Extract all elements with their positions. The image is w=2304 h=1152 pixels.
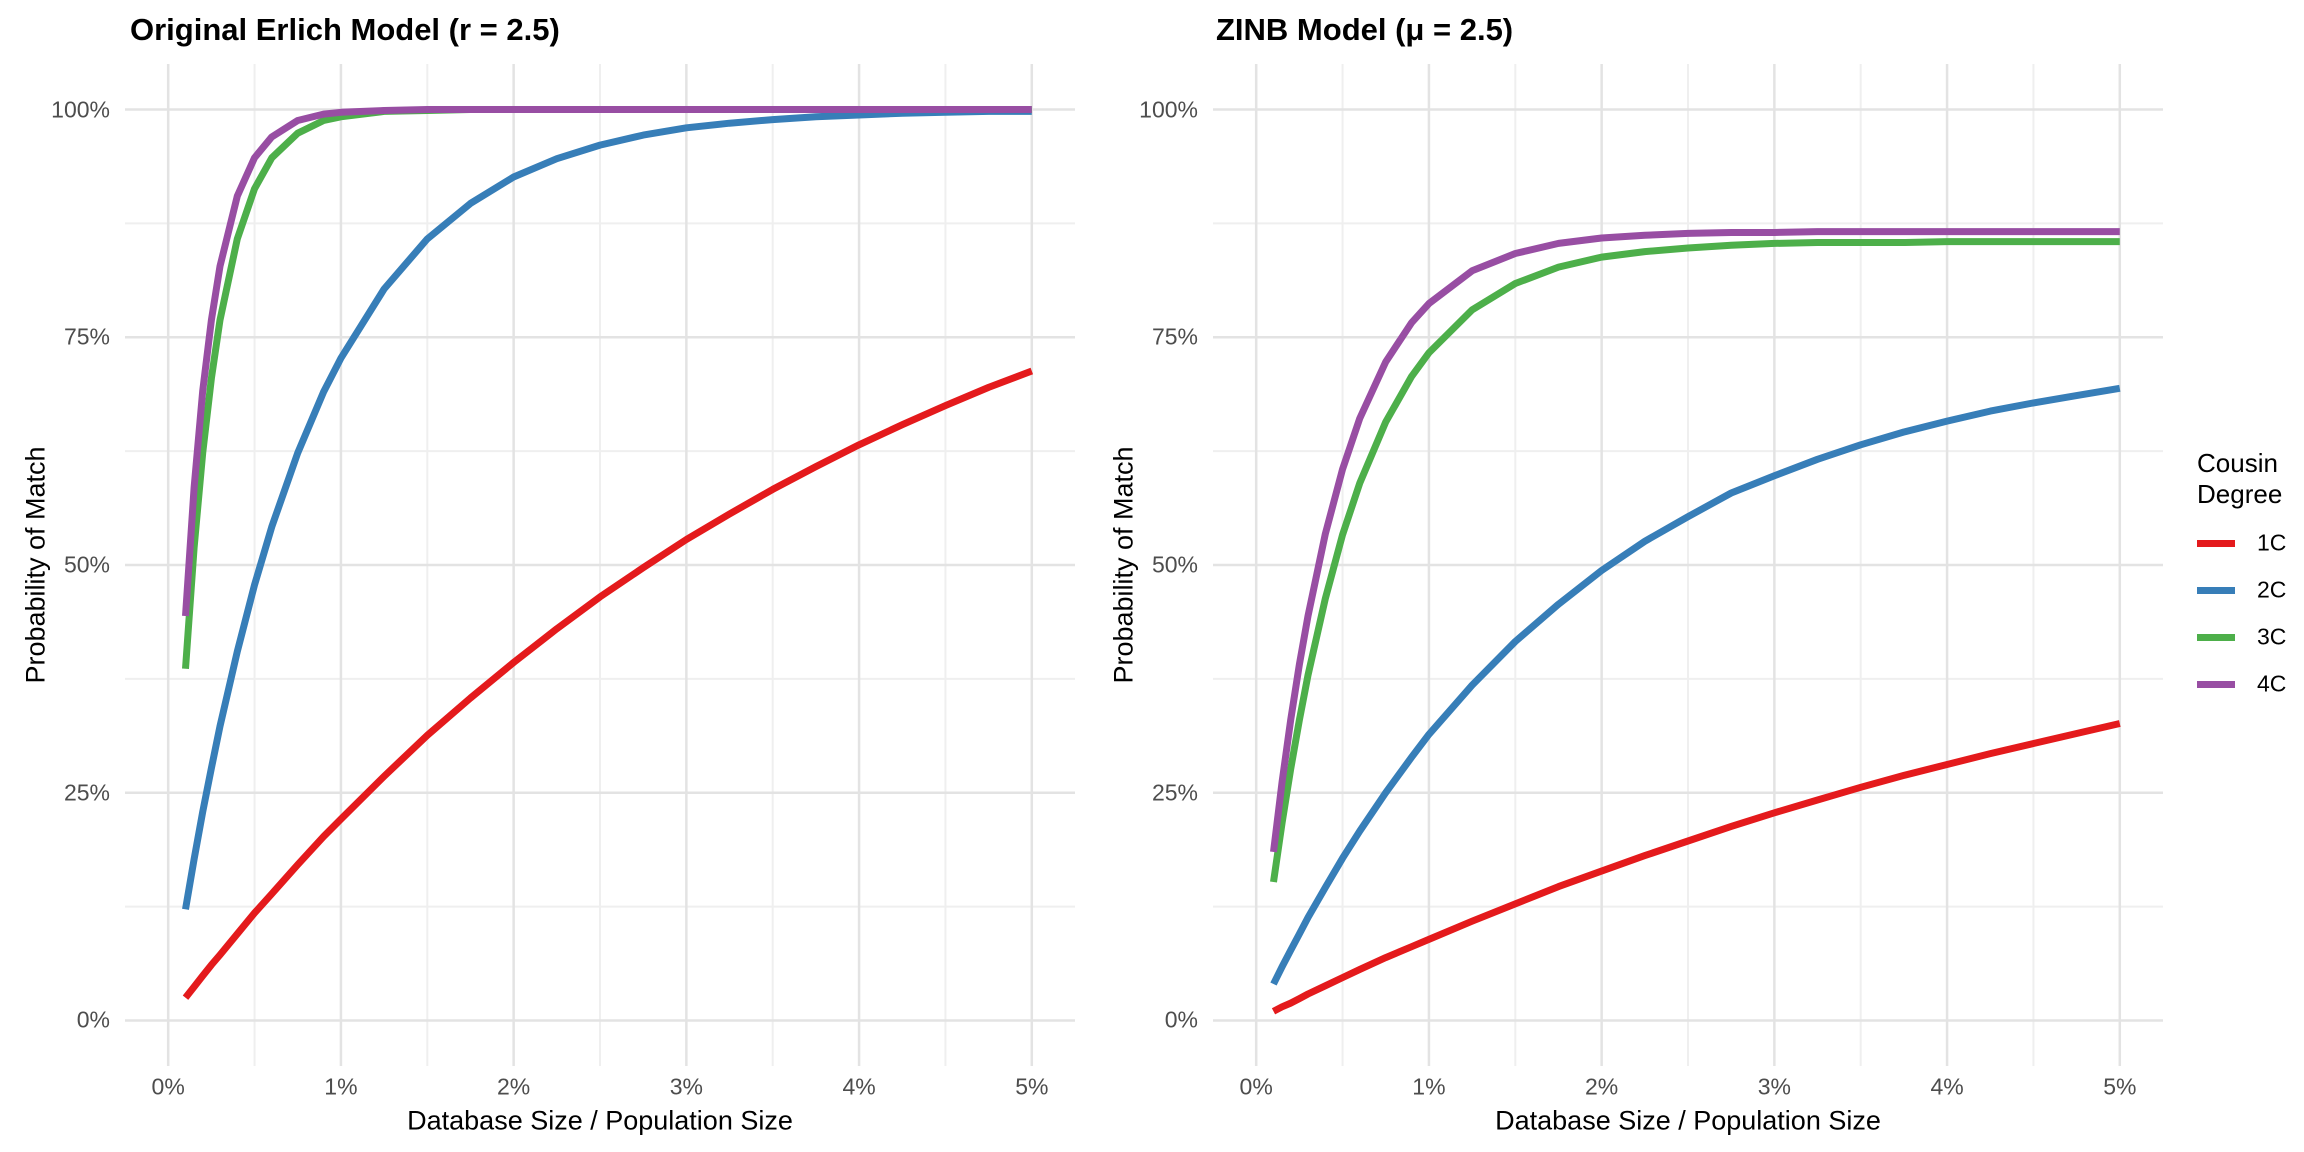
y-tick-label: 25% bbox=[1151, 779, 1198, 806]
y-axis-title-zinb: Probability of Match bbox=[1108, 446, 1139, 684]
x-tick-label: 3% bbox=[669, 1073, 703, 1100]
panel-title-erlich: Original Erlich Model (r = 2.5) bbox=[130, 12, 560, 47]
legend-key-4C bbox=[2197, 680, 2235, 688]
x-axis-title-zinb: Database Size / Population Size bbox=[1495, 1105, 1881, 1136]
x-tick-label: 2% bbox=[1585, 1073, 1619, 1100]
y-tick-label: 0% bbox=[1164, 1006, 1198, 1033]
y-tick-label: 50% bbox=[1151, 551, 1198, 578]
legend-key-3C bbox=[2197, 633, 2235, 641]
y-tick-label: 75% bbox=[63, 323, 110, 350]
legend-title: Cousin Degree bbox=[2197, 448, 2282, 510]
x-tick-label: 4% bbox=[842, 1073, 876, 1100]
curve-3C bbox=[182, 106, 1032, 670]
legend-label-2C: 2C bbox=[2257, 576, 2287, 603]
x-tick-label: 4% bbox=[1930, 1073, 1964, 1100]
y-tick-label: 0% bbox=[76, 1006, 110, 1033]
legend-label-1C: 1C bbox=[2257, 529, 2287, 556]
y-tick-label: 25% bbox=[63, 779, 110, 806]
y-tick-label: 100% bbox=[1139, 96, 1198, 123]
legend-title-line1: Cousin bbox=[2197, 448, 2278, 478]
y-tick-label: 100% bbox=[51, 96, 110, 123]
x-tick-label: 0% bbox=[1239, 1073, 1273, 1100]
legend-label-3C: 3C bbox=[2257, 623, 2287, 650]
x-tick-label: 0% bbox=[151, 1073, 185, 1100]
curve-1C bbox=[1271, 720, 2121, 1015]
curve-2C bbox=[182, 107, 1032, 910]
x-tick-label: 5% bbox=[1015, 1073, 1049, 1100]
y-tick-label: 50% bbox=[63, 551, 110, 578]
x-tick-label: 3% bbox=[1757, 1073, 1791, 1100]
y-tick-label: 75% bbox=[1151, 323, 1198, 350]
curve-3C bbox=[1270, 238, 2120, 883]
legend-key-1C bbox=[2197, 539, 2235, 547]
curve-1C bbox=[182, 367, 1034, 1000]
plot-area-erlich bbox=[125, 64, 1075, 1066]
x-tick-label: 1% bbox=[324, 1073, 358, 1100]
curve-2C bbox=[1270, 384, 2121, 986]
curve-4C bbox=[1270, 228, 2120, 853]
x-tick-label: 2% bbox=[497, 1073, 531, 1100]
legend-label-4C: 4C bbox=[2257, 670, 2287, 697]
x-tick-label: 5% bbox=[2103, 1073, 2137, 1100]
panel-title-zinb: ZINB Model (μ = 2.5) bbox=[1216, 12, 1514, 47]
legend-key-2C bbox=[2197, 586, 2235, 594]
y-axis-title-erlich: Probability of Match bbox=[20, 446, 51, 684]
x-axis-title-erlich: Database Size / Population Size bbox=[407, 1105, 793, 1136]
plot-area-zinb bbox=[1213, 64, 2163, 1066]
legend-title-line2: Degree bbox=[2197, 479, 2283, 509]
curve-4C bbox=[182, 106, 1032, 617]
x-tick-label: 1% bbox=[1412, 1073, 1446, 1100]
